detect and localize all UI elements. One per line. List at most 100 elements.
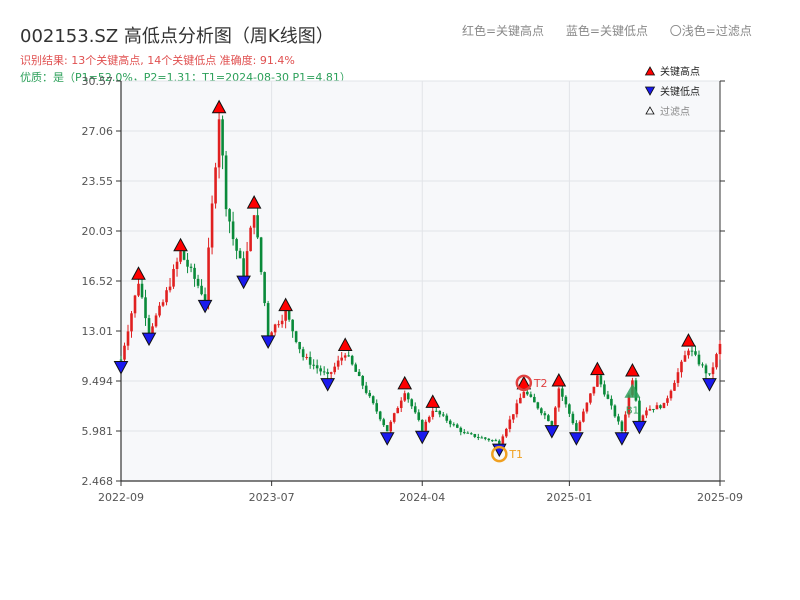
candle-body <box>652 408 655 410</box>
candle-body <box>638 400 641 422</box>
candle-body <box>413 406 417 413</box>
candle-body <box>354 364 357 372</box>
candle-body <box>476 436 480 438</box>
candle-body <box>427 416 431 422</box>
candle-body <box>571 413 575 424</box>
candle-body <box>459 427 463 433</box>
candle-body <box>175 261 179 269</box>
candle-body <box>484 437 487 439</box>
candle-body <box>270 332 273 336</box>
candle-body <box>438 410 442 415</box>
candle-body <box>662 402 666 409</box>
candle-body <box>161 302 165 306</box>
key-low-marker <box>236 275 251 290</box>
key-low-marker <box>702 378 717 392</box>
buy-label: B1 <box>626 406 639 417</box>
candle-body <box>676 372 680 383</box>
candle-body <box>519 397 522 404</box>
candle-body <box>172 268 175 287</box>
candle-body <box>126 331 130 346</box>
key-high-marker <box>425 394 441 408</box>
candle-body <box>624 414 627 432</box>
candle-body <box>448 420 452 425</box>
candle-body <box>119 359 123 361</box>
candle-body <box>578 421 582 431</box>
y-tick-label: 30.57 <box>82 75 114 88</box>
y-tick-label: 9.494 <box>82 375 114 388</box>
candle-body <box>711 367 715 375</box>
candle-body <box>455 424 459 428</box>
key-high-marker <box>131 266 146 280</box>
candle-body <box>434 410 438 412</box>
candle-body <box>645 410 648 416</box>
candle-body <box>137 283 140 296</box>
candle-body <box>620 421 624 432</box>
candle-body <box>445 415 449 421</box>
candle-body <box>210 203 214 248</box>
candle-body <box>228 209 231 222</box>
candle-body <box>396 408 400 414</box>
key-low-marker <box>414 430 430 445</box>
candle-body <box>610 398 613 406</box>
candle-body <box>378 411 382 420</box>
y-tick-label: 13.01 <box>82 325 114 338</box>
key-high-marker <box>246 195 262 209</box>
candle-body <box>399 400 403 409</box>
y-tick-label: 16.52 <box>82 275 114 288</box>
candle-body <box>441 414 445 416</box>
key-high-marker <box>625 363 640 377</box>
candle-body <box>361 376 365 386</box>
key-high-marker <box>681 333 696 347</box>
candle-body <box>403 393 407 401</box>
key-low-marker <box>544 425 560 439</box>
candle-body <box>189 266 193 268</box>
candle-body <box>641 415 645 422</box>
legend-light-label: 〇浅色=过滤点 <box>669 24 752 38</box>
candle-body <box>273 324 277 333</box>
x-tick-label: 2022-09 <box>98 491 144 504</box>
candle-body <box>301 349 305 358</box>
page-title: 002153.SZ 高低点分析图（周K线图） <box>20 26 334 47</box>
candle-body <box>287 310 291 320</box>
key-high-marker <box>590 361 605 376</box>
candle-body <box>673 382 676 391</box>
candle-body <box>533 396 536 403</box>
candle-body <box>694 351 697 355</box>
candle-body <box>547 415 550 422</box>
t2-label: T2 <box>533 377 548 390</box>
candle-body <box>214 167 217 204</box>
key-low-marker <box>379 432 395 446</box>
candle-body <box>368 392 372 397</box>
candle-body <box>508 419 512 429</box>
candle-body <box>256 215 259 238</box>
candle-body <box>494 440 498 442</box>
candle-body <box>221 119 224 156</box>
y-tick-label: 20.03 <box>82 225 114 238</box>
candle-body <box>224 155 228 210</box>
y-tick-label: 5.981 <box>82 425 114 438</box>
candle-body <box>690 350 694 352</box>
candle-body <box>182 251 186 260</box>
candle-body <box>462 432 466 434</box>
candle-body <box>207 247 210 301</box>
candle-body <box>687 350 690 356</box>
candle-body <box>543 413 547 416</box>
candle-body <box>291 319 294 332</box>
candle-body <box>505 428 508 437</box>
candle-body <box>701 364 704 366</box>
candle-body <box>550 421 554 425</box>
candle-body <box>315 365 319 369</box>
candle-body <box>557 388 561 408</box>
candle-body <box>561 388 564 397</box>
candle-body <box>606 394 610 399</box>
candle-body <box>203 294 207 301</box>
result-summary: 识别结果: 13个关键高点, 14个关键低点 准确度: 91.4% <box>20 54 295 67</box>
candle-body <box>168 286 172 291</box>
legend-filtered-label: 过滤点 <box>660 105 690 118</box>
key-low-marker <box>260 335 276 349</box>
key-low-marker <box>632 420 647 435</box>
candle-body <box>284 310 287 321</box>
candle-body <box>193 267 196 279</box>
candle-body <box>333 366 336 373</box>
